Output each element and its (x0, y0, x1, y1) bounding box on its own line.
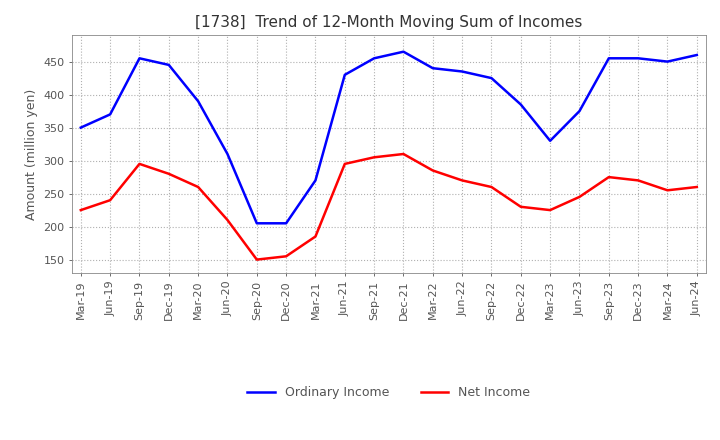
Net Income (663, 187, 672, 193)
Ordinary Income (458, 69, 467, 74)
Net Income (516, 204, 525, 209)
Ordinary Income (370, 55, 379, 61)
Ordinary Income (516, 102, 525, 107)
Ordinary Income (487, 75, 496, 81)
Net Income (693, 184, 701, 190)
Net Income (546, 207, 554, 213)
Net Income (634, 178, 642, 183)
Ordinary Income (634, 55, 642, 61)
Net Income (282, 253, 290, 259)
Net Income (428, 168, 437, 173)
Net Income (399, 151, 408, 157)
Legend: Ordinary Income, Net Income: Ordinary Income, Net Income (243, 381, 535, 404)
Net Income (164, 171, 173, 176)
Ordinary Income (164, 62, 173, 67)
Net Income (370, 154, 379, 160)
Net Income (311, 234, 320, 239)
Net Income (76, 207, 85, 213)
Line: Net Income: Net Income (81, 154, 697, 260)
Ordinary Income (693, 52, 701, 58)
Net Income (458, 178, 467, 183)
Ordinary Income (663, 59, 672, 64)
Ordinary Income (428, 66, 437, 71)
Ordinary Income (341, 72, 349, 77)
Ordinary Income (76, 125, 85, 130)
Ordinary Income (546, 138, 554, 143)
Ordinary Income (135, 55, 144, 61)
Ordinary Income (575, 108, 584, 114)
Ordinary Income (194, 99, 202, 104)
Net Income (106, 198, 114, 203)
Title: [1738]  Trend of 12-Month Moving Sum of Incomes: [1738] Trend of 12-Month Moving Sum of I… (195, 15, 582, 30)
Net Income (575, 194, 584, 199)
Net Income (135, 161, 144, 166)
Line: Ordinary Income: Ordinary Income (81, 51, 697, 223)
Net Income (194, 184, 202, 190)
Net Income (487, 184, 496, 190)
Ordinary Income (253, 220, 261, 226)
Ordinary Income (223, 151, 232, 157)
Net Income (253, 257, 261, 262)
Ordinary Income (605, 55, 613, 61)
Y-axis label: Amount (million yen): Amount (million yen) (24, 88, 37, 220)
Net Income (341, 161, 349, 166)
Ordinary Income (106, 112, 114, 117)
Net Income (223, 217, 232, 223)
Net Income (605, 174, 613, 180)
Ordinary Income (311, 178, 320, 183)
Ordinary Income (399, 49, 408, 54)
Ordinary Income (282, 220, 290, 226)
